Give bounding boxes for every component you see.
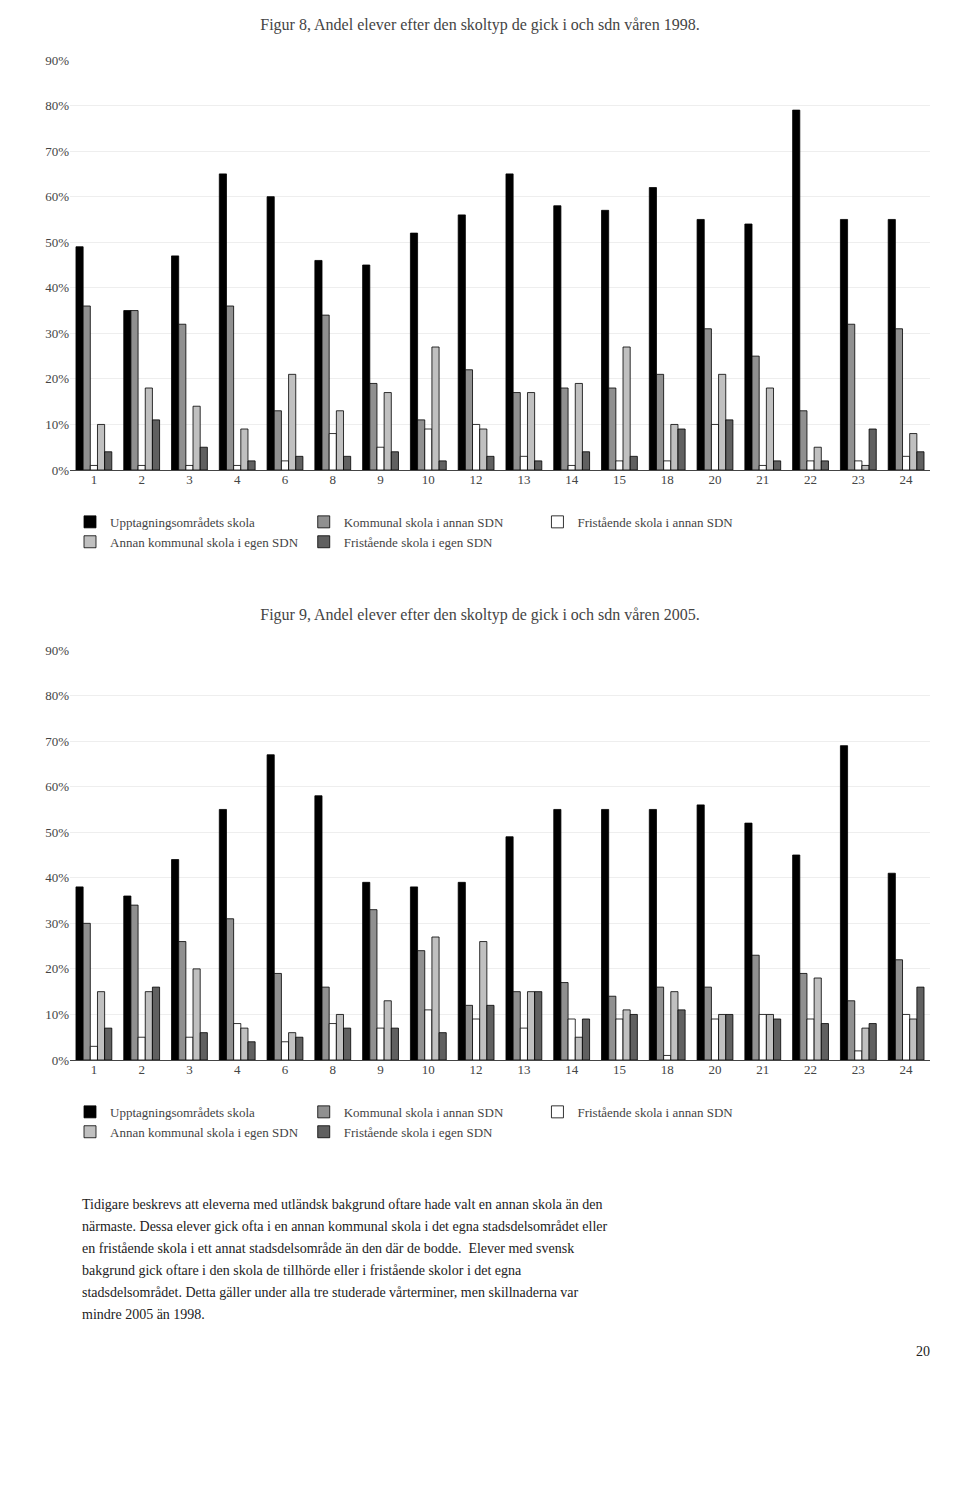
- svg-text:3: 3: [186, 472, 193, 487]
- svg-text:8: 8: [330, 1062, 337, 1077]
- html-text:en fristående skola i ett anna: en fristående skola i ett annat stadsdel…: [82, 1241, 575, 1256]
- svg-text:80%: 80%: [45, 688, 69, 703]
- svg-text:60%: 60%: [45, 779, 69, 794]
- svg-text:40%: 40%: [45, 870, 69, 885]
- svg-text:0%: 0%: [52, 1053, 70, 1068]
- svg-text:18: 18: [661, 472, 674, 487]
- svg-text:20%: 20%: [45, 961, 69, 976]
- svg-text:21: 21: [756, 1062, 769, 1077]
- svg-text:15: 15: [613, 472, 626, 487]
- svg-text:6: 6: [282, 1062, 289, 1077]
- svg-text:6: 6: [282, 472, 289, 487]
- svg-text:Kommunal skola i annan SDN: Kommunal skola i annan SDN: [344, 515, 504, 530]
- svg-text:Figur 8, Andel elever efter de: Figur 8, Andel elever efter den skoltyp …: [260, 16, 699, 34]
- svg-text:Kommunal skola i annan SDN: Kommunal skola i annan SDN: [344, 1105, 504, 1120]
- svg-text:22: 22: [804, 1062, 817, 1077]
- svg-text:90%: 90%: [45, 53, 69, 68]
- svg-text:Fristående skola i egen SDN: Fristående skola i egen SDN: [344, 1125, 493, 1140]
- svg-text:50%: 50%: [45, 825, 69, 840]
- svg-text:14: 14: [565, 472, 579, 487]
- html-text:närmaste. Dessa elever gick of: närmaste. Dessa elever gick ofta i en an…: [82, 1219, 608, 1234]
- svg-text:10%: 10%: [45, 1007, 69, 1022]
- svg-text:22: 22: [804, 472, 817, 487]
- svg-text:13: 13: [517, 1062, 530, 1077]
- svg-text:50%: 50%: [45, 235, 69, 250]
- svg-text:0%: 0%: [52, 463, 70, 478]
- svg-text:60%: 60%: [45, 189, 69, 204]
- svg-text:70%: 70%: [45, 734, 69, 749]
- svg-text:Annan kommunal skola i egen SD: Annan kommunal skola i egen SDN: [110, 1125, 299, 1140]
- svg-text:3: 3: [186, 1062, 193, 1077]
- svg-text:23: 23: [852, 1062, 865, 1077]
- svg-text:Annan kommunal skola i egen SD: Annan kommunal skola i egen SDN: [110, 535, 299, 550]
- svg-text:10: 10: [422, 1062, 435, 1077]
- svg-text:10%: 10%: [45, 417, 69, 432]
- svg-text:30%: 30%: [45, 326, 69, 341]
- html-text:20: 20: [916, 1344, 930, 1359]
- svg-text:9: 9: [377, 472, 384, 487]
- svg-text:2: 2: [138, 1062, 145, 1077]
- svg-text:14: 14: [565, 1062, 579, 1077]
- svg-text:70%: 70%: [45, 144, 69, 159]
- svg-text:Figur 9, Andel elever efter de: Figur 9, Andel elever efter den skoltyp …: [260, 606, 699, 624]
- svg-text:18: 18: [661, 1062, 674, 1077]
- svg-text:30%: 30%: [45, 916, 69, 931]
- html-text:Tidigare beskrevs att eleverna: Tidigare beskrevs att eleverna med utlän…: [82, 1197, 603, 1212]
- svg-text:23: 23: [852, 472, 865, 487]
- svg-text:20%: 20%: [45, 371, 69, 386]
- svg-text:1: 1: [91, 1062, 98, 1077]
- svg-text:Fristående skola i annan SDN: Fristående skola i annan SDN: [577, 515, 733, 530]
- svg-text:24: 24: [900, 472, 914, 487]
- svg-text:24: 24: [900, 1062, 914, 1077]
- svg-text:Fristående skola i annan SDN: Fristående skola i annan SDN: [577, 1105, 733, 1120]
- html-text:stadsdelsområdet. Detta gäller: stadsdelsområdet. Detta gäller under all…: [82, 1285, 579, 1300]
- svg-text:4: 4: [234, 1062, 241, 1077]
- svg-text:10: 10: [422, 472, 435, 487]
- svg-text:90%: 90%: [45, 643, 69, 658]
- svg-text:12: 12: [470, 472, 483, 487]
- svg-text:13: 13: [517, 472, 530, 487]
- svg-text:Fristående skola i egen SDN: Fristående skola i egen SDN: [344, 535, 493, 550]
- svg-text:20: 20: [709, 472, 722, 487]
- svg-text:20: 20: [709, 1062, 722, 1077]
- svg-text:2: 2: [138, 472, 145, 487]
- svg-text:40%: 40%: [45, 280, 69, 295]
- svg-text:Upptagningsområdets skola: Upptagningsområdets skola: [110, 515, 255, 530]
- svg-text:9: 9: [377, 1062, 384, 1077]
- svg-text:80%: 80%: [45, 98, 69, 113]
- svg-text:4: 4: [234, 472, 241, 487]
- html-text:mindre 2005 än 1998.: mindre 2005 än 1998.: [82, 1307, 205, 1322]
- svg-text:Upptagningsområdets skola: Upptagningsområdets skola: [110, 1105, 255, 1120]
- html-text:bakgrund gick oftare i den sko: bakgrund gick oftare i den skola de till…: [82, 1263, 522, 1278]
- svg-text:1: 1: [91, 472, 98, 487]
- svg-text:21: 21: [756, 472, 769, 487]
- svg-text:15: 15: [613, 1062, 626, 1077]
- svg-text:8: 8: [330, 472, 337, 487]
- svg-text:12: 12: [470, 1062, 483, 1077]
